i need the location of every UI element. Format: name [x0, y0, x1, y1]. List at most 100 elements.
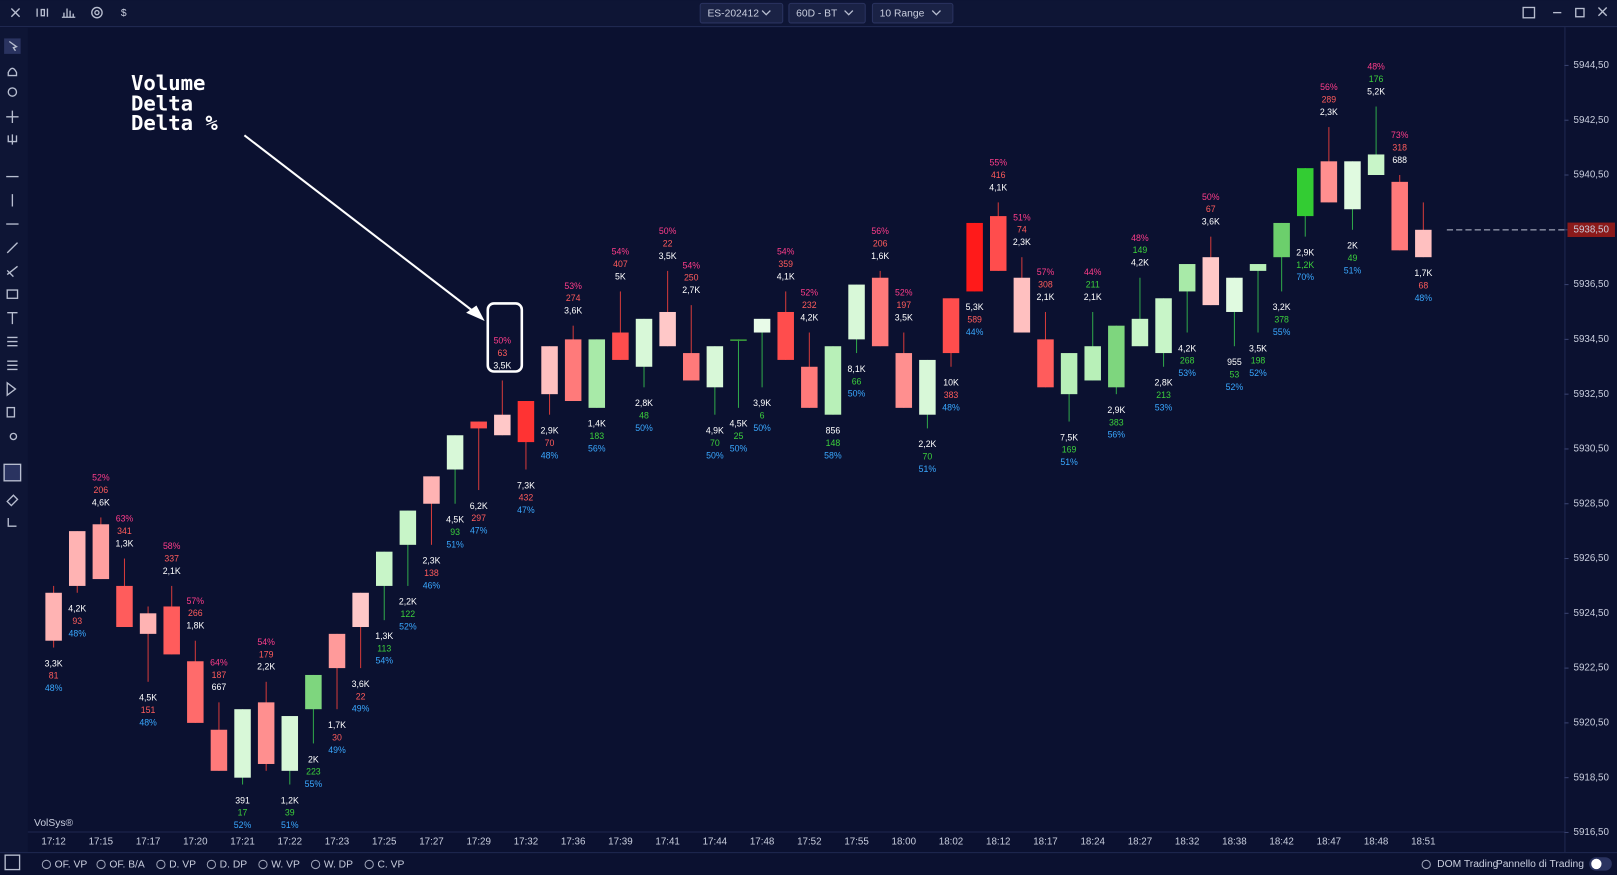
candle-body [446, 435, 464, 470]
data-label: 688 [1392, 155, 1407, 165]
data-label: 206 [94, 485, 109, 495]
data-label: 383 [944, 390, 959, 400]
data-label: 198 [1251, 356, 1266, 366]
tool-active[interactable] [4, 38, 21, 54]
text-tool[interactable] [7, 312, 18, 325]
data-label: 56% [588, 443, 606, 453]
candle-body [635, 318, 653, 367]
x-tick-label: 17:25 [372, 836, 397, 847]
panel-icon[interactable] [4, 854, 21, 871]
tool-active[interactable] [3, 463, 22, 482]
cross-tool[interactable] [6, 110, 19, 123]
layout-icon[interactable] [1522, 6, 1536, 19]
candle-body [234, 709, 251, 778]
data-label: 51% [446, 539, 464, 549]
data-label: 49% [328, 745, 346, 755]
zoom-tool[interactable] [7, 87, 18, 97]
x-tick-label: 17:41 [655, 836, 679, 847]
tool[interactable] [6, 406, 16, 418]
candle-body [706, 346, 724, 388]
data-label: 213 [1156, 390, 1171, 400]
data-label: 67 [1206, 204, 1216, 214]
data-label: 308 [1038, 279, 1053, 289]
magnet-tool[interactable] [7, 134, 18, 145]
chevron [844, 10, 854, 16]
candle-body [423, 476, 440, 504]
study-label[interactable]: W. DP [324, 860, 353, 871]
data-label: 289 [1322, 95, 1337, 105]
restore-icon[interactable] [1575, 7, 1585, 18]
study-label[interactable]: OF. VP [55, 860, 88, 871]
y-tick-label: 5930,50 [1574, 444, 1610, 455]
data-label: 54% [612, 247, 630, 257]
close-window-icon[interactable] [1597, 6, 1608, 17]
arrow-head [466, 305, 485, 321]
x-tick-label: 18:51 [1411, 836, 1435, 847]
data-label: 53 [1230, 369, 1240, 379]
data-label: 7,5K [1060, 432, 1078, 442]
data-label: 64% [210, 657, 228, 667]
data-label: 3,9K [753, 398, 771, 408]
range-dropdown[interactable] [871, 2, 954, 24]
data-label: 50% [753, 423, 771, 433]
data-label: 1,2K [281, 795, 299, 805]
data-label: 2,2K [399, 597, 417, 607]
symbol-dropdown[interactable] [699, 2, 784, 24]
radio [41, 859, 52, 870]
close-icon[interactable] [10, 8, 21, 18]
data-label: 2,3K [422, 556, 440, 566]
radio[interactable] [1421, 859, 1431, 870]
currency-icon[interactable]: $ [121, 8, 127, 19]
data-label: 49 [1348, 253, 1358, 263]
bars-icon[interactable] [61, 8, 76, 18]
x-tick-label: 18:42 [1269, 836, 1293, 847]
fib-tool[interactable] [6, 265, 18, 278]
chart: 5916,50 5918,50 5920,50 5922,50 5924,50 5926,… [41, 60, 1615, 847]
candles-icon[interactable] [36, 8, 49, 17]
x-tick-label: 17:23 [325, 836, 350, 847]
data-label: 6,2K [470, 501, 488, 511]
candle-body [895, 353, 913, 408]
settings-icon[interactable] [91, 6, 103, 19]
candle-body [588, 339, 606, 408]
data-label: 407 [613, 259, 628, 269]
x-tick-label: 17:17 [136, 836, 160, 847]
data-label: 50% [1202, 192, 1220, 202]
list-tool[interactable] [7, 360, 18, 371]
annotation-line: Delta % [131, 111, 218, 135]
list-tool[interactable] [7, 336, 18, 347]
data-label: 378 [1274, 315, 1289, 325]
study-label[interactable]: D. VP [169, 860, 196, 871]
eraser-tool[interactable] [6, 494, 19, 507]
data-label: 169 [1062, 445, 1077, 455]
study-label[interactable]: D. DP [220, 860, 248, 871]
data-label: 5,2K [1367, 86, 1385, 96]
study-label[interactable]: OF. B/A [109, 860, 145, 871]
candle-body [659, 311, 676, 347]
study-label[interactable]: W. VP [271, 860, 300, 871]
data-label: 2,3K [1013, 237, 1031, 247]
pointer-tool[interactable] [8, 40, 18, 52]
hand-tool[interactable] [7, 67, 18, 77]
settings-icon[interactable] [94, 9, 100, 16]
tool[interactable] [7, 517, 17, 527]
annotation-line: Volume [131, 71, 205, 95]
data-label: 2,2K [257, 662, 275, 672]
x-tick-label: 17:48 [750, 836, 775, 847]
candle-body [399, 510, 417, 545]
rect-tool[interactable] [6, 289, 19, 299]
trend-tool[interactable] [6, 242, 19, 254]
data-label: 50% [730, 443, 748, 453]
x-tick-label: 18:24 [1080, 836, 1105, 847]
data-label: 197 [896, 300, 911, 310]
data-label: 68 [1418, 280, 1428, 290]
play-tool[interactable] [6, 381, 17, 397]
data-label: 4,2K [1131, 258, 1149, 268]
tool[interactable] [9, 432, 18, 441]
study-label[interactable]: C. VP [377, 860, 404, 871]
period-dropdown[interactable] [788, 2, 866, 24]
data-label: 3,5K [895, 312, 913, 322]
dom-label[interactable]: DOM Trading [1437, 859, 1499, 870]
candle-body [1320, 161, 1338, 203]
data-label: 4,5K [446, 515, 464, 525]
